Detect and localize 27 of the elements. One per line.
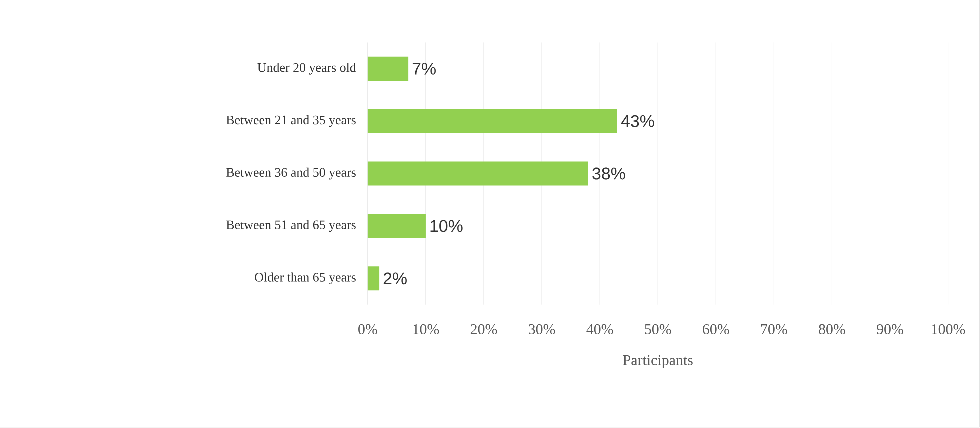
x-tick-label: 10%: [414, 324, 440, 335]
x-tick-label: 20%: [470, 324, 498, 335]
x-tick-label: 90%: [877, 324, 904, 335]
y-tick-label: Between 51 and 65 years: [226, 220, 356, 232]
y-tick-label: Older than 65 years: [255, 272, 356, 285]
data-label: 7%: [412, 63, 436, 76]
x-axis-title: Participants: [623, 356, 693, 369]
y-tick-label: Between 36 and 50 years: [226, 168, 356, 180]
bar: [368, 57, 409, 82]
x-tick-label: 70%: [761, 324, 788, 335]
bar: [368, 110, 618, 134]
bar: [368, 214, 426, 238]
y-tick-label: Under 20 years old: [258, 63, 356, 75]
x-tick-label: 40%: [586, 324, 614, 335]
x-tick-label: 80%: [819, 324, 846, 335]
data-label: 43%: [621, 116, 654, 128]
bar: [368, 266, 380, 291]
y-tick-label: Between 21 and 35 years: [226, 116, 356, 128]
bar: [368, 162, 588, 186]
x-tick-label: 0%: [358, 324, 378, 335]
x-tick-label: 100%: [932, 324, 966, 335]
x-tick-label: 60%: [703, 324, 730, 335]
x-tick-label: 50%: [645, 324, 672, 335]
data-label: 10%: [430, 220, 463, 232]
x-tick-label: 30%: [529, 324, 556, 335]
data-label: 38%: [592, 168, 626, 180]
data-label: 2%: [384, 272, 407, 285]
